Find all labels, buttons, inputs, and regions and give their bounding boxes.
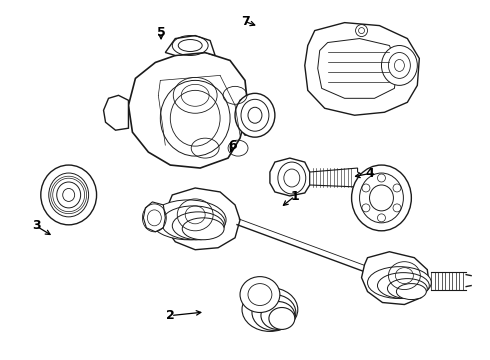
- Ellipse shape: [150, 200, 226, 240]
- Ellipse shape: [172, 212, 224, 240]
- Ellipse shape: [388, 279, 427, 298]
- Text: 2: 2: [167, 309, 175, 322]
- Ellipse shape: [240, 276, 280, 312]
- Ellipse shape: [235, 93, 275, 137]
- Polygon shape: [305, 23, 419, 115]
- Text: 7: 7: [241, 15, 249, 28]
- Polygon shape: [165, 188, 240, 250]
- Ellipse shape: [161, 206, 225, 240]
- Ellipse shape: [261, 302, 295, 329]
- Ellipse shape: [242, 288, 298, 332]
- Polygon shape: [128, 53, 248, 168]
- Text: 3: 3: [32, 219, 40, 233]
- Text: 5: 5: [157, 26, 166, 39]
- Ellipse shape: [368, 267, 431, 298]
- Ellipse shape: [252, 294, 296, 330]
- Text: 6: 6: [228, 139, 237, 152]
- Circle shape: [359, 28, 365, 33]
- Ellipse shape: [269, 307, 295, 329]
- Ellipse shape: [182, 218, 224, 240]
- Polygon shape: [165, 36, 215, 55]
- Polygon shape: [103, 95, 128, 130]
- Polygon shape: [270, 158, 310, 196]
- Polygon shape: [310, 168, 362, 187]
- Polygon shape: [318, 39, 397, 98]
- Ellipse shape: [377, 273, 429, 298]
- Text: 1: 1: [291, 190, 299, 203]
- Polygon shape: [238, 95, 270, 135]
- Polygon shape: [144, 202, 165, 232]
- Polygon shape: [362, 252, 429, 305]
- Ellipse shape: [41, 165, 97, 225]
- Text: 4: 4: [365, 167, 374, 180]
- Ellipse shape: [396, 284, 426, 300]
- Ellipse shape: [382, 45, 417, 85]
- Ellipse shape: [352, 165, 412, 231]
